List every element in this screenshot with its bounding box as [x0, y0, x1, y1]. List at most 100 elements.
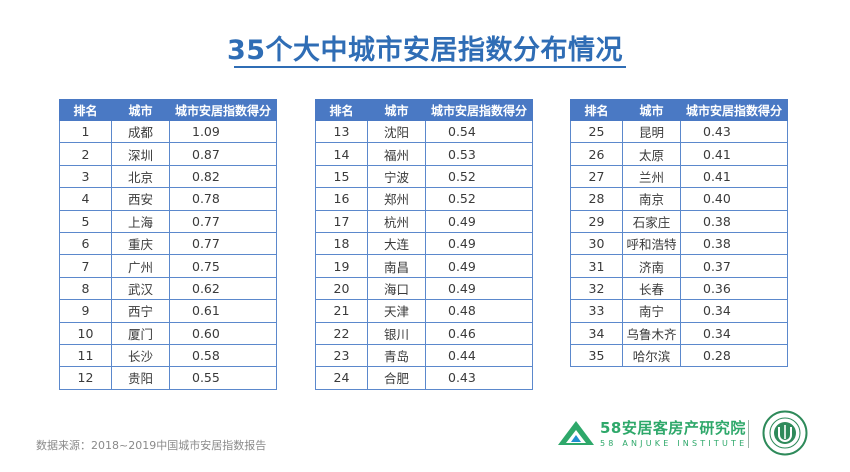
- cell-rank: 10: [59, 321, 112, 345]
- cell-score: 0.77: [169, 231, 277, 256]
- cell-city: 石家庄: [622, 209, 681, 233]
- cell-score: 0.49: [425, 231, 533, 256]
- cell-city: 西宁: [111, 299, 170, 323]
- cell-city: 合肥: [367, 366, 426, 390]
- table-row: 25 昆明 0.43: [570, 119, 788, 144]
- cell-rank: 13: [315, 119, 368, 144]
- cell-city: 银川: [367, 321, 426, 345]
- cell-city: 沈阳: [367, 119, 426, 144]
- cell-score: 0.49: [425, 276, 533, 301]
- ranking-table-3: 排名 城市 城市安居指数得分 25 昆明 0.43 26 太原 0.41 27 兰州 0.41 2…: [570, 99, 788, 368]
- cell-score: 0.53: [425, 142, 533, 166]
- cell-city: 厦门: [111, 321, 170, 345]
- cell-city: 昆明: [622, 119, 681, 144]
- cell-score: 0.38: [680, 231, 788, 256]
- cell-rank: 22: [315, 321, 368, 345]
- cell-score: 0.43: [425, 366, 533, 390]
- table-row: 27 兰州 0.41: [570, 164, 788, 189]
- cell-rank: 18: [315, 231, 368, 256]
- table-row: 34 乌鲁木齐 0.34: [570, 321, 788, 345]
- cell-rank: 3: [59, 164, 112, 189]
- cell-city: 大连: [367, 231, 426, 256]
- cell-city: 长春: [622, 276, 681, 301]
- table-row: 12 贵阳 0.55: [59, 366, 277, 390]
- cell-rank: 21: [315, 299, 368, 323]
- cell-city: 哈尔滨: [622, 343, 681, 368]
- cell-rank: 6: [59, 231, 112, 256]
- table-row: 14 福州 0.53: [315, 142, 533, 166]
- anjuke-logo-icon: [558, 421, 594, 445]
- brand-divider: [748, 420, 749, 448]
- cell-city: 宁波: [367, 164, 426, 189]
- table-row: 6 重庆 0.77: [59, 231, 277, 256]
- cell-score: 0.41: [680, 142, 788, 166]
- table-row: 23 青岛 0.44: [315, 343, 533, 368]
- cell-score: 0.62: [169, 276, 277, 301]
- cell-city: 济南: [622, 254, 681, 278]
- header-rank: 排名: [315, 99, 368, 121]
- cell-score: 0.41: [680, 164, 788, 189]
- cell-rank: 25: [570, 119, 623, 144]
- cell-rank: 28: [570, 187, 623, 211]
- cell-city: 海口: [367, 276, 426, 301]
- cell-score: 0.78: [169, 187, 277, 211]
- table-row: 10 厦门 0.60: [59, 321, 277, 345]
- cell-score: 0.37: [680, 254, 788, 278]
- cell-city: 广州: [111, 254, 170, 278]
- cell-city: 南京: [622, 187, 681, 211]
- table-header-row: 排名 城市 城市安居指数得分: [570, 99, 788, 121]
- table-row: 1 成都 1.09: [59, 119, 277, 144]
- cell-city: 武汉: [111, 276, 170, 301]
- table-row: 35 哈尔滨 0.28: [570, 343, 788, 368]
- cell-score: 0.34: [680, 321, 788, 345]
- cell-city: 成都: [111, 119, 170, 144]
- cell-score: 0.75: [169, 254, 277, 278]
- cell-rank: 16: [315, 187, 368, 211]
- cell-city: 兰州: [622, 164, 681, 189]
- cell-rank: 2: [59, 142, 112, 166]
- brand-block: 58安居客房产研究院 58 ANJUKE INSTITUTE: [600, 417, 747, 448]
- table-row: 11 长沙 0.58: [59, 343, 277, 368]
- cell-city: 北京: [111, 164, 170, 189]
- cell-rank: 34: [570, 321, 623, 345]
- cell-rank: 1: [59, 119, 112, 144]
- table-row: 9 西宁 0.61: [59, 299, 277, 323]
- cell-score: 0.87: [169, 142, 277, 166]
- cell-rank: 20: [315, 276, 368, 301]
- cell-city: 深圳: [111, 142, 170, 166]
- header-city: 城市: [622, 99, 681, 121]
- cell-city: 上海: [111, 209, 170, 233]
- table-row: 22 银川 0.46: [315, 321, 533, 345]
- cell-score: 0.36: [680, 276, 788, 301]
- cell-score: 0.82: [169, 164, 277, 189]
- table-row: 33 南宁 0.34: [570, 299, 788, 323]
- header-city: 城市: [367, 99, 426, 121]
- cell-rank: 7: [59, 254, 112, 278]
- ranking-table-2: 排名 城市 城市安居指数得分 13 沈阳 0.54 14 福州 0.53 15 宁波 0.52 1…: [315, 99, 533, 390]
- cell-rank: 26: [570, 142, 623, 166]
- table-row: 5 上海 0.77: [59, 209, 277, 233]
- table-row: 19 南昌 0.49: [315, 254, 533, 278]
- cell-rank: 12: [59, 366, 112, 390]
- ranking-table-1: 排名 城市 城市安居指数得分 1 成都 1.09 2 深圳 0.87 3 北京 0.82 4 西安 0…: [59, 99, 277, 390]
- cell-rank: 8: [59, 276, 112, 301]
- table-row: 16 郑州 0.52: [315, 187, 533, 211]
- cell-rank: 24: [315, 366, 368, 390]
- cell-city: 天津: [367, 299, 426, 323]
- cell-rank: 30: [570, 231, 623, 256]
- cell-rank: 5: [59, 209, 112, 233]
- cell-city: 呼和浩特: [622, 231, 681, 256]
- table-row: 8 武汉 0.62: [59, 276, 277, 301]
- cell-rank: 35: [570, 343, 623, 368]
- table-row: 24 合肥 0.43: [315, 366, 533, 390]
- cell-score: 0.54: [425, 119, 533, 144]
- cell-city: 太原: [622, 142, 681, 166]
- table-row: 13 沈阳 0.54: [315, 119, 533, 144]
- cell-score: 0.58: [169, 343, 277, 368]
- cell-rank: 19: [315, 254, 368, 278]
- cell-rank: 9: [59, 299, 112, 323]
- cell-city: 南昌: [367, 254, 426, 278]
- brand-name-en: 58 ANJUKE INSTITUTE: [600, 439, 748, 448]
- table-row: 2 深圳 0.87: [59, 142, 277, 166]
- cell-city: 杭州: [367, 209, 426, 233]
